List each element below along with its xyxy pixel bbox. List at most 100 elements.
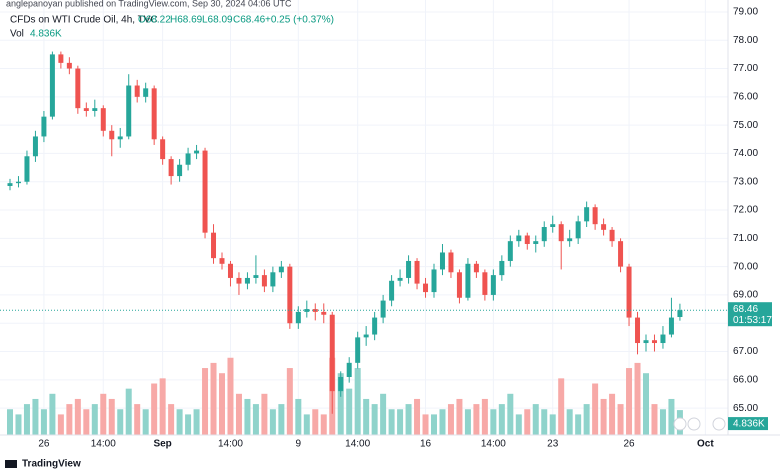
- y-tick-label: 70.00: [733, 261, 758, 272]
- candle-body: [660, 334, 666, 344]
- candle-body: [558, 224, 564, 242]
- volume-bar: [185, 414, 192, 435]
- x-tick-label: 16: [420, 439, 432, 450]
- candle-body: [567, 238, 573, 242]
- volume-bar: [278, 404, 285, 435]
- candle-body: [533, 241, 539, 244]
- volume-bar: [371, 404, 378, 435]
- candle-body: [287, 266, 293, 324]
- candle-body: [550, 224, 556, 228]
- volume-tag: [728, 417, 768, 431]
- candle-body: [151, 88, 157, 140]
- volume-bar: [320, 414, 327, 435]
- legend-volume-name: Vol: [10, 29, 24, 40]
- candle-body: [75, 68, 81, 109]
- x-tick-label: 26: [38, 439, 50, 450]
- volume-bar: [117, 409, 124, 435]
- volume-bar: [193, 409, 200, 435]
- volume-bar: [575, 414, 582, 435]
- candle-body: [439, 252, 445, 270]
- volume-bar: [549, 414, 556, 435]
- x-tick-label: 14:00: [218, 439, 243, 450]
- candles: [7, 51, 683, 414]
- volume-bar: [583, 404, 590, 435]
- candle-body: [482, 272, 488, 295]
- candle-body: [338, 376, 344, 392]
- candle-body: [397, 277, 403, 281]
- y-tick-label: 67.00: [733, 346, 758, 357]
- x-tick-label: 14:00: [91, 439, 116, 450]
- volume-bar: [261, 393, 268, 435]
- candle-body: [160, 139, 166, 160]
- candle-body: [278, 266, 284, 273]
- candle-body: [431, 269, 437, 293]
- volume-bar: [397, 409, 404, 435]
- candle-body: [677, 310, 683, 317]
- event-icons: [673, 417, 726, 431]
- candle-body: [592, 207, 598, 225]
- x-tick-label: Sep: [153, 439, 171, 450]
- candle-body: [473, 263, 479, 273]
- candle-body: [507, 241, 513, 261]
- volume-bar: [414, 398, 421, 435]
- volume-bar: [312, 409, 319, 435]
- grid: [0, 0, 728, 435]
- volume-bar: [643, 373, 649, 435]
- volume-bar: [337, 373, 344, 435]
- candle-body: [194, 150, 200, 154]
- y-tick-label: 78.00: [733, 35, 758, 46]
- volume-bar: [83, 409, 90, 435]
- volume-bar: [498, 404, 505, 435]
- candle-body: [372, 317, 378, 335]
- candle-body: [41, 116, 47, 137]
- volume-bar: [405, 404, 412, 435]
- volume-bar: [91, 404, 98, 435]
- candle-body: [355, 337, 361, 363]
- candle-body: [651, 340, 657, 344]
- volume-pane: [7, 357, 683, 435]
- volume-bar: [269, 409, 276, 435]
- volume-bar: [252, 404, 259, 435]
- candle-body: [100, 108, 106, 131]
- candle-body: [584, 207, 590, 222]
- volume-bar: [541, 409, 548, 435]
- candle-body: [618, 241, 624, 267]
- y-tick-label: 77.00: [733, 63, 758, 74]
- x-tick-label: 26: [623, 439, 635, 450]
- y-tick-label: 76.00: [733, 91, 758, 102]
- volume-bar: [507, 393, 514, 435]
- candle-body: [24, 156, 30, 182]
- volume-bar: [303, 414, 310, 435]
- volume-bar: [66, 404, 73, 435]
- volume-bar: [592, 383, 599, 435]
- y-tick-label: 69.00: [733, 290, 758, 301]
- candle-body: [635, 317, 641, 344]
- candle-body: [406, 260, 412, 278]
- y-tick-label: 66.00: [733, 374, 758, 385]
- volume-bar: [142, 409, 149, 435]
- volume-bar: [202, 368, 209, 435]
- candle-body: [414, 260, 420, 284]
- y-tick-label: 72.00: [733, 205, 758, 216]
- volume-bar: [626, 368, 633, 435]
- volume-bar: [354, 368, 361, 435]
- x-tick-label: 23: [547, 439, 559, 450]
- candle-body: [32, 136, 38, 157]
- candle-body: [134, 85, 140, 97]
- brand: TradingView: [22, 459, 81, 470]
- candle-body: [626, 266, 632, 318]
- volume-bar: [447, 404, 454, 435]
- volume-bar: [125, 388, 132, 435]
- candle-body: [202, 150, 208, 233]
- volume-bar: [227, 357, 234, 435]
- candle-body: [329, 314, 335, 392]
- y-tick-label: 74.00: [733, 148, 758, 159]
- volume-bar: [57, 414, 64, 435]
- candle-body: [448, 252, 454, 273]
- y-tick-label: 65.00: [733, 403, 758, 414]
- candle-body: [601, 224, 607, 230]
- published-note: anglepanoyan published on TradingView.co…: [6, 0, 292, 8]
- candle-body: [185, 153, 191, 165]
- candle-body: [643, 340, 649, 344]
- volume-bar: [346, 388, 353, 435]
